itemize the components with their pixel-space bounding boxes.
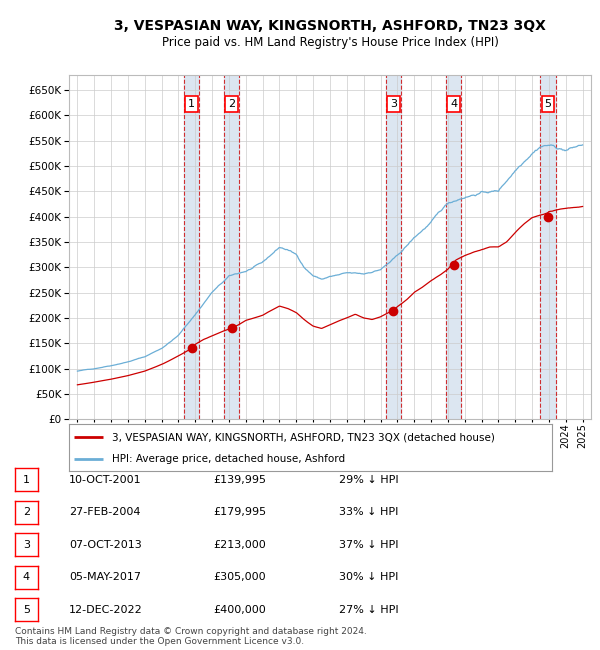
Text: 4: 4 <box>23 572 30 582</box>
Text: 2: 2 <box>228 99 235 109</box>
Text: 10-OCT-2001: 10-OCT-2001 <box>69 474 142 485</box>
Text: £213,000: £213,000 <box>213 540 266 550</box>
Text: 3: 3 <box>390 99 397 109</box>
Text: HPI: Average price, detached house, Ashford: HPI: Average price, detached house, Ashf… <box>112 454 346 463</box>
Text: £400,000: £400,000 <box>213 604 266 615</box>
Text: £179,995: £179,995 <box>213 507 266 517</box>
Text: 12-DEC-2022: 12-DEC-2022 <box>69 604 143 615</box>
Text: 3: 3 <box>23 540 30 550</box>
Bar <box>541 75 556 419</box>
Bar <box>446 75 461 419</box>
Bar <box>184 75 199 419</box>
Text: 30% ↓ HPI: 30% ↓ HPI <box>339 572 398 582</box>
Text: 33% ↓ HPI: 33% ↓ HPI <box>339 507 398 517</box>
Text: 27% ↓ HPI: 27% ↓ HPI <box>339 604 398 615</box>
Text: 5: 5 <box>545 99 551 109</box>
Text: 37% ↓ HPI: 37% ↓ HPI <box>339 540 398 550</box>
Text: 07-OCT-2013: 07-OCT-2013 <box>69 540 142 550</box>
Bar <box>386 75 401 419</box>
Text: 3, VESPASIAN WAY, KINGSNORTH, ASHFORD, TN23 3QX: 3, VESPASIAN WAY, KINGSNORTH, ASHFORD, T… <box>114 19 546 33</box>
Text: This data is licensed under the Open Government Licence v3.0.: This data is licensed under the Open Gov… <box>15 637 304 646</box>
Text: 05-MAY-2017: 05-MAY-2017 <box>69 572 141 582</box>
Text: £305,000: £305,000 <box>213 572 266 582</box>
Text: £139,995: £139,995 <box>213 474 266 485</box>
Text: 3, VESPASIAN WAY, KINGSNORTH, ASHFORD, TN23 3QX (detached house): 3, VESPASIAN WAY, KINGSNORTH, ASHFORD, T… <box>112 432 496 442</box>
Text: 1: 1 <box>23 474 30 485</box>
Text: 4: 4 <box>450 99 457 109</box>
Bar <box>224 75 239 419</box>
Text: 5: 5 <box>23 604 30 615</box>
Text: 29% ↓ HPI: 29% ↓ HPI <box>339 474 398 485</box>
Text: 27-FEB-2004: 27-FEB-2004 <box>69 507 140 517</box>
Text: 1: 1 <box>188 99 195 109</box>
Text: Price paid vs. HM Land Registry's House Price Index (HPI): Price paid vs. HM Land Registry's House … <box>161 36 499 49</box>
Text: 2: 2 <box>23 507 30 517</box>
Text: Contains HM Land Registry data © Crown copyright and database right 2024.: Contains HM Land Registry data © Crown c… <box>15 627 367 636</box>
